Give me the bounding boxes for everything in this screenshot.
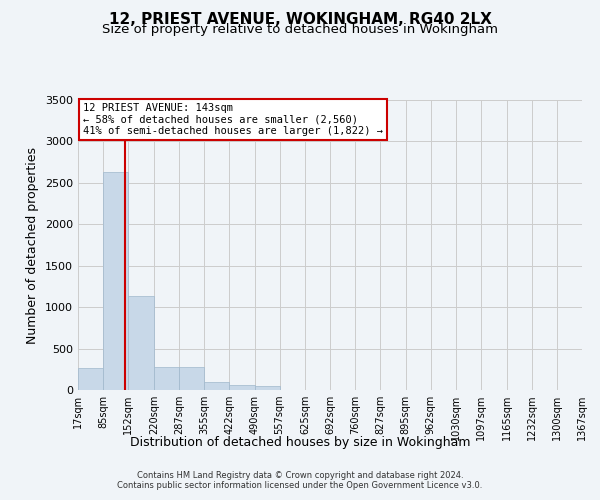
Text: 12 PRIEST AVENUE: 143sqm
← 58% of detached houses are smaller (2,560)
41% of sem: 12 PRIEST AVENUE: 143sqm ← 58% of detach… <box>83 103 383 136</box>
Bar <box>254 386 280 390</box>
Bar <box>179 367 204 390</box>
Bar <box>78 368 103 390</box>
Bar <box>103 172 128 390</box>
Text: Size of property relative to detached houses in Wokingham: Size of property relative to detached ho… <box>102 22 498 36</box>
Bar <box>229 385 254 390</box>
Text: Distribution of detached houses by size in Wokingham: Distribution of detached houses by size … <box>130 436 470 449</box>
Bar <box>128 296 154 390</box>
Text: Contains HM Land Registry data © Crown copyright and database right 2024.
Contai: Contains HM Land Registry data © Crown c… <box>118 470 482 490</box>
Text: 12, PRIEST AVENUE, WOKINGHAM, RG40 2LX: 12, PRIEST AVENUE, WOKINGHAM, RG40 2LX <box>109 12 491 28</box>
Bar <box>204 382 229 390</box>
Y-axis label: Number of detached properties: Number of detached properties <box>26 146 40 344</box>
Bar <box>154 367 179 390</box>
